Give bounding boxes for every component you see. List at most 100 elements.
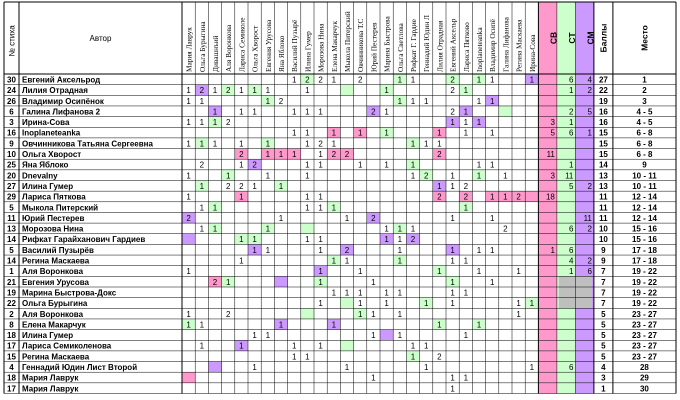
- author-name: Ольга Хворост: [22, 150, 81, 159]
- sm-cell-fill: [575, 127, 594, 138]
- sm-cell-fill: [575, 84, 594, 96]
- vote-value: 1: [266, 86, 271, 95]
- vote-value: 1: [252, 107, 257, 116]
- vote-cell-fill: [234, 148, 248, 160]
- vote-cell-fill: [459, 84, 473, 96]
- vote-value: 1: [477, 75, 482, 84]
- vote-value: 2: [464, 193, 469, 202]
- vote-value: 1: [384, 86, 389, 95]
- vote-value: 1: [213, 86, 218, 95]
- sm-cell-fill: [575, 308, 594, 319]
- vote-value: 2: [239, 182, 244, 191]
- author-name: Владимир Осипёнок: [22, 97, 105, 106]
- points-value: 9: [601, 246, 606, 255]
- vote-value: 1: [239, 86, 244, 95]
- st-cell-fill: [556, 137, 576, 149]
- sv-cell-fill: [538, 212, 557, 224]
- vote-value: 1: [464, 86, 469, 95]
- jury-header: Галина Лифанова: [501, 16, 510, 72]
- row-number: 21: [7, 278, 16, 287]
- vote-cell-fill: [221, 276, 235, 287]
- st-cell-fill: [556, 308, 576, 319]
- vote-cell-fill: [248, 244, 262, 256]
- place-value: 23 - 27: [632, 331, 657, 340]
- vote-value: 1: [371, 331, 376, 340]
- jury-header: Яна Яблоко: [277, 35, 286, 72]
- vote-value: 1: [318, 235, 323, 244]
- sv-cell-fill: [538, 201, 557, 213]
- vote-cell-fill: [327, 201, 341, 213]
- row-number: 30: [7, 75, 16, 84]
- vote-value: 1: [450, 182, 455, 191]
- place-value: 30: [640, 384, 649, 393]
- jury-header: Юрий Пестерев: [369, 22, 378, 72]
- jury-header: Владимир Осипё: [488, 19, 497, 72]
- vote-value: 1: [252, 182, 257, 191]
- vote-value: 1: [464, 288, 469, 297]
- vote-value: 2: [305, 75, 310, 84]
- vote-value: 2: [226, 310, 231, 319]
- vote-value: 1: [398, 97, 403, 106]
- vote-cell-fill: [274, 318, 288, 330]
- vote-value: 1: [477, 320, 482, 329]
- points-value: 7: [601, 288, 606, 297]
- sv-cell-fill: [538, 265, 557, 277]
- vote-value: 1: [239, 257, 244, 266]
- vote-value: 1: [200, 342, 205, 351]
- points-value: 22: [599, 86, 608, 95]
- vote-value: 1: [358, 161, 363, 170]
- st-cell-fill: [556, 223, 576, 234]
- sm-value: 2: [587, 86, 592, 95]
- vote-cell-fill: [261, 95, 275, 106]
- vote-value: 1: [200, 320, 205, 329]
- sv-cell-fill: [538, 169, 557, 181]
- vote-value: 1: [213, 107, 218, 116]
- vote-value: 1: [411, 352, 416, 361]
- place-value: 19 - 22: [632, 299, 657, 308]
- author-name: Яна Яблоко: [22, 161, 69, 170]
- vote-cell-fill: [327, 318, 341, 330]
- sm-cell-fill: [575, 372, 594, 383]
- st-value: 5: [569, 182, 574, 191]
- vote-cell-fill: [380, 329, 394, 341]
- vote-value: 1: [490, 193, 495, 202]
- author-name: Овчинникова Татьяна Сергеевна: [22, 139, 153, 148]
- sm-value: 1: [587, 129, 592, 138]
- author-name: Ирина-Сова: [22, 118, 70, 127]
- vote-value: 1: [450, 299, 455, 308]
- vote-value: 1: [318, 246, 323, 255]
- vote-cell-fill: [432, 148, 446, 160]
- vote-cell-fill: [446, 276, 460, 287]
- vote-value: 1: [186, 86, 191, 95]
- vote-value: 1: [252, 235, 257, 244]
- sm-cell-fill: [575, 180, 594, 192]
- author-name: Геннадий Юдин Лист Второй: [22, 363, 137, 372]
- vote-value: 1: [252, 86, 257, 95]
- vote-cell-fill: [182, 318, 196, 330]
- place-value: 17 - 18: [632, 257, 657, 266]
- sv-header-fill: [538, 2, 557, 74]
- points-value: 7: [601, 278, 606, 287]
- vote-value: 1: [318, 193, 323, 202]
- author-name: Inoplaneteanka: [22, 129, 81, 138]
- vote-value: 1: [239, 235, 244, 244]
- vote-value: 1: [252, 246, 257, 255]
- vote-value: 1: [200, 118, 205, 127]
- vote-value: 2: [411, 235, 416, 244]
- vote-cell-fill: [380, 233, 394, 245]
- vote-value: 1: [266, 331, 271, 340]
- author-name: Аля Воронкова: [22, 267, 84, 276]
- vote-value: 1: [266, 171, 271, 180]
- row-number: 29: [7, 193, 16, 202]
- jury-header: Ольга Хвороcт: [251, 25, 260, 72]
- sv-cell-fill: [538, 84, 557, 96]
- st-cell-fill: [556, 372, 576, 383]
- points-value: 15: [599, 139, 608, 148]
- st-value: 4: [569, 257, 574, 266]
- vote-value: 2: [424, 171, 429, 180]
- vote-value: 1: [318, 267, 323, 276]
- vote-cell-fill: [327, 148, 341, 160]
- st-cell-fill: [556, 382, 576, 394]
- vote-cell-fill: [340, 297, 354, 309]
- sm-cell-fill: [575, 148, 594, 160]
